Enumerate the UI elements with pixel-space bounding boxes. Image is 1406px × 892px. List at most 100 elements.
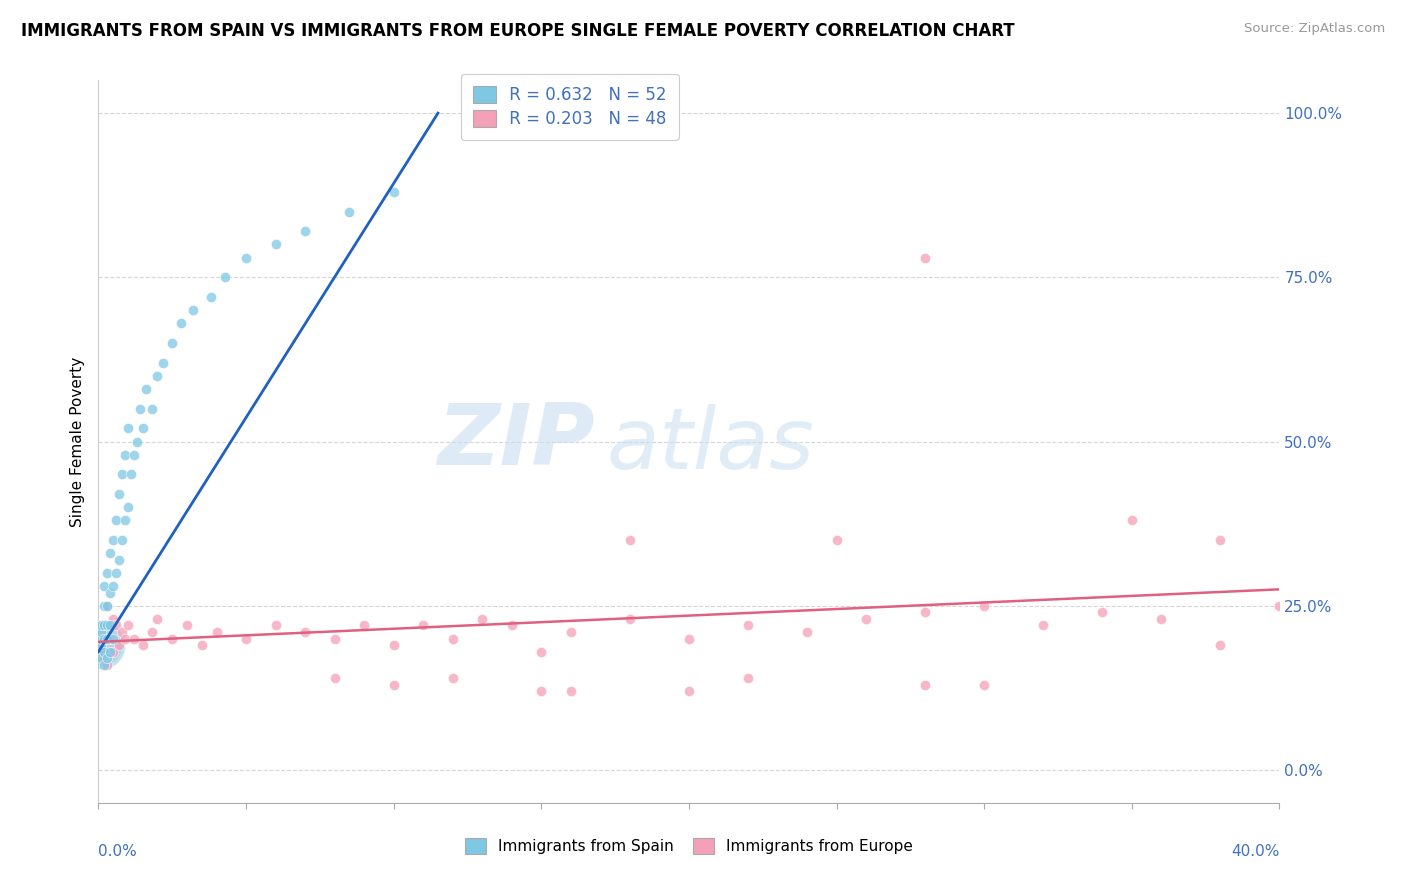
Point bbox=[120, 467, 142, 482]
Point bbox=[108, 553, 131, 567]
Point bbox=[108, 638, 131, 652]
Point bbox=[93, 618, 115, 632]
Point bbox=[1268, 599, 1291, 613]
Point bbox=[96, 618, 118, 632]
Point bbox=[560, 625, 582, 640]
Point bbox=[93, 645, 115, 659]
Point bbox=[90, 638, 112, 652]
Point bbox=[122, 448, 145, 462]
Point bbox=[93, 651, 115, 665]
Point bbox=[96, 599, 118, 613]
Point bbox=[111, 467, 134, 482]
Point bbox=[530, 684, 553, 698]
Point bbox=[181, 303, 204, 318]
Point bbox=[93, 657, 115, 672]
Point bbox=[973, 677, 995, 691]
Point bbox=[90, 638, 112, 652]
Point bbox=[678, 632, 700, 646]
Point bbox=[128, 401, 150, 416]
Point bbox=[98, 585, 121, 599]
Text: 0.0%: 0.0% bbox=[98, 845, 138, 860]
Point bbox=[90, 651, 112, 665]
Point bbox=[412, 618, 434, 632]
Point bbox=[93, 632, 115, 646]
Point bbox=[825, 533, 848, 547]
Point bbox=[973, 599, 995, 613]
Point bbox=[382, 677, 405, 691]
Point bbox=[122, 632, 145, 646]
Point bbox=[737, 671, 759, 685]
Y-axis label: Single Female Poverty: Single Female Poverty bbox=[69, 357, 84, 526]
Point bbox=[1091, 605, 1114, 619]
Point bbox=[176, 618, 198, 632]
Point bbox=[235, 632, 257, 646]
Text: atlas: atlas bbox=[606, 404, 814, 487]
Point bbox=[93, 579, 115, 593]
Point bbox=[96, 566, 118, 580]
Point bbox=[125, 434, 148, 449]
Point bbox=[114, 513, 136, 527]
Point bbox=[382, 185, 405, 199]
Point bbox=[141, 401, 163, 416]
Point bbox=[1150, 612, 1173, 626]
Point bbox=[96, 657, 118, 672]
Point bbox=[170, 316, 193, 330]
Point bbox=[96, 599, 118, 613]
Point bbox=[90, 638, 112, 652]
Point bbox=[1121, 513, 1143, 527]
Point bbox=[103, 632, 125, 646]
Point bbox=[135, 382, 157, 396]
Point bbox=[855, 612, 877, 626]
Point bbox=[105, 566, 128, 580]
Point bbox=[105, 618, 128, 632]
Point bbox=[93, 599, 115, 613]
Point bbox=[1209, 533, 1232, 547]
Point bbox=[471, 612, 494, 626]
Point bbox=[294, 625, 316, 640]
Point bbox=[90, 625, 112, 640]
Point bbox=[132, 638, 155, 652]
Point bbox=[214, 270, 236, 285]
Point bbox=[353, 618, 375, 632]
Point bbox=[1209, 638, 1232, 652]
Point bbox=[264, 237, 287, 252]
Point bbox=[530, 645, 553, 659]
Point bbox=[111, 533, 134, 547]
Point bbox=[560, 684, 582, 698]
Point bbox=[93, 618, 115, 632]
Point bbox=[146, 612, 169, 626]
Point bbox=[796, 625, 818, 640]
Point bbox=[132, 421, 155, 435]
Point bbox=[98, 618, 121, 632]
Text: 40.0%: 40.0% bbox=[1232, 845, 1279, 860]
Point bbox=[117, 618, 139, 632]
Point bbox=[441, 671, 464, 685]
Point bbox=[235, 251, 257, 265]
Point bbox=[141, 625, 163, 640]
Point bbox=[98, 632, 121, 646]
Point bbox=[103, 612, 125, 626]
Point bbox=[111, 625, 134, 640]
Point bbox=[90, 632, 112, 646]
Point bbox=[90, 645, 112, 659]
Point bbox=[264, 618, 287, 632]
Point bbox=[90, 632, 112, 646]
Point bbox=[205, 625, 228, 640]
Point bbox=[117, 500, 139, 515]
Point bbox=[90, 618, 112, 632]
Point bbox=[114, 448, 136, 462]
Point bbox=[114, 632, 136, 646]
Text: IMMIGRANTS FROM SPAIN VS IMMIGRANTS FROM EUROPE SINGLE FEMALE POVERTY CORRELATIO: IMMIGRANTS FROM SPAIN VS IMMIGRANTS FROM… bbox=[21, 22, 1015, 40]
Point bbox=[98, 645, 121, 659]
Point bbox=[96, 632, 118, 646]
Text: Source: ZipAtlas.com: Source: ZipAtlas.com bbox=[1244, 22, 1385, 36]
Point bbox=[339, 204, 361, 219]
Point bbox=[382, 638, 405, 652]
Point bbox=[200, 290, 222, 304]
Point bbox=[501, 618, 523, 632]
Point bbox=[441, 632, 464, 646]
Point bbox=[152, 356, 174, 370]
Point bbox=[323, 632, 346, 646]
Point bbox=[162, 632, 183, 646]
Point bbox=[117, 421, 139, 435]
